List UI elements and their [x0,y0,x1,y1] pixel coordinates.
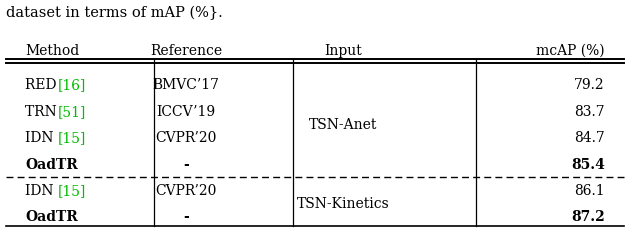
Text: OadTR: OadTR [25,157,78,171]
Text: CVPR’20: CVPR’20 [155,131,217,145]
Text: 84.7: 84.7 [574,131,605,145]
Text: TRN: TRN [25,104,61,118]
Text: -: - [183,209,189,223]
Text: OadTR: OadTR [25,209,78,223]
Text: 79.2: 79.2 [574,78,605,92]
Text: [15]: [15] [58,183,86,197]
Text: ICCV’19: ICCV’19 [156,104,215,118]
Text: 86.1: 86.1 [574,183,605,197]
Text: 87.2: 87.2 [571,209,605,223]
Text: [15]: [15] [58,131,86,145]
Text: 83.7: 83.7 [574,104,605,118]
Text: TSN-Anet: TSN-Anet [309,117,377,131]
Text: 85.4: 85.4 [571,157,605,171]
Text: [51]: [51] [58,104,86,118]
Text: CVPR’20: CVPR’20 [155,183,217,197]
Text: IDN: IDN [25,131,58,145]
Text: TSN-Kinetics: TSN-Kinetics [297,196,390,210]
Text: dataset in terms of mAP (%}.: dataset in terms of mAP (%}. [6,6,223,21]
Text: -: - [183,157,189,171]
Text: Method: Method [25,43,79,57]
Text: Reference: Reference [150,43,222,57]
Text: IDN: IDN [25,183,58,197]
Text: Input: Input [324,43,362,57]
Text: RED: RED [25,78,61,92]
Text: BMVC’17: BMVC’17 [152,78,219,92]
Text: mcAP (%): mcAP (%) [536,43,605,57]
Text: [16]: [16] [58,78,86,92]
